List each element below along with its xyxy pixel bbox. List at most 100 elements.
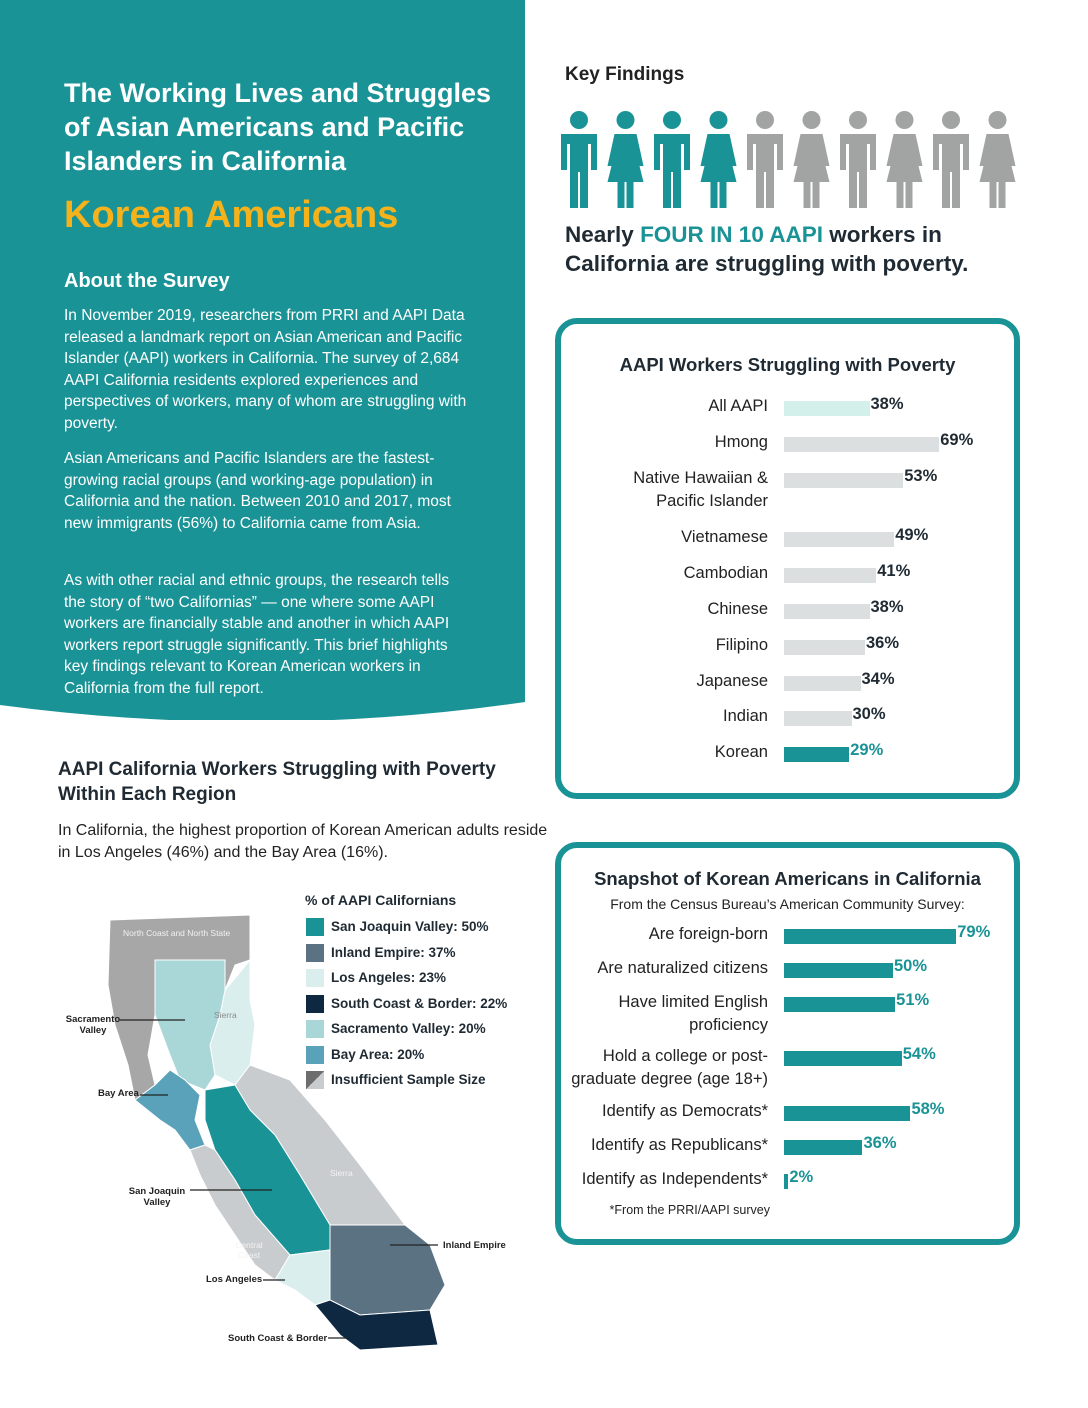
snapshot-chart-value: 79% [957,923,991,941]
legend-swatch [306,943,324,962]
map-legend-title: % of AAPI Californians [305,892,457,908]
snapshot-chart-label: Hold a college or post- graduate degree … [571,1047,768,1088]
poverty-chart-bar [784,568,877,583]
map-label-inland-empire: Inland Empire [443,1240,506,1251]
about-paragraph-1: In November 2019, researchers from PRRI … [64,307,467,432]
regions-heading: AAPI California Workers Struggling with … [58,759,496,805]
poverty-chart-value: 30% [852,705,886,723]
snapshot-chart-bar [784,1051,902,1066]
snapshot-chart-label: Have limited English proficiency [618,993,768,1034]
poverty-chart-bar [784,401,870,416]
poverty-chart-bar [784,747,850,762]
snapshot-chart-subtitle: From the Census Bureau’s American Commun… [610,896,965,912]
poverty-chart-label: Vietnamese [681,528,768,546]
california-region-map [107,914,446,1351]
legend-label: San Joaquin Valley: 50% [331,919,489,934]
snapshot-chart-bar [784,1174,789,1189]
poverty-chart-value: 38% [870,598,904,616]
key-findings-text-after: workers in California are struggling wit… [565,222,969,276]
male-person-icon [561,111,597,208]
legend-swatch [306,969,324,987]
poverty-chart-label: All AAPI [708,397,768,415]
legend-swatch [306,1045,324,1064]
snapshot-chart-bar [784,1140,863,1155]
poverty-chart-label: Filipino [715,636,768,654]
poverty-chart-bar [784,711,852,726]
legend-label: Inland Empire: 37% [331,944,456,960]
snapshot-chart-value: 54% [902,1045,936,1063]
poverty-chart-bar [784,437,940,452]
female-person-icon [700,111,737,208]
poverty-chart-bar [784,676,861,691]
page-title: The Working Lives and Struggles of Asian… [64,78,492,176]
legend-label: Insufficient Sample Size [331,1072,486,1087]
regions-description: In California, the highest proportion of… [58,822,548,861]
about-heading: About the Survey [64,270,230,292]
poverty-chart-bar [784,640,865,655]
snapshot-chart-title: Snapshot of Korean Americans in Californ… [594,868,981,889]
about-paragraph-3: As with other racial and ethnic groups, … [64,572,450,697]
key-findings-text-before: Nearly [565,222,641,247]
snapshot-chart-label: Are foreign-born [648,925,768,943]
male-person-icon [933,111,969,208]
poverty-chart-label: Korean [714,743,768,761]
map-label-bay-area: Bay Area [98,1088,139,1099]
snapshot-chart-label: Identify as Democrats* [602,1102,768,1120]
snapshot-chart-label: Identify as Independents* [581,1170,768,1188]
map-region-inland-empire [329,1224,446,1316]
snapshot-chart-bar [784,929,957,944]
poverty-chart-label: Japanese [696,672,768,690]
map-label-north-coast: North Coast and North State [123,928,231,938]
poverty-chart-label: Cambodian [683,564,768,582]
poverty-chart-bar [784,532,895,547]
poverty-chart-bar [784,604,870,619]
poverty-chart-value: 29% [850,741,884,759]
snapshot-chart-value: 50% [894,957,928,975]
poverty-chart-label: Indian [723,707,768,725]
header-panel-background [0,0,525,720]
legend-swatch [306,918,324,936]
map-label-san-joaquin: San Joaquin Valley [128,1186,186,1208]
legend-label: Sacramento Valley: 20% [331,1021,486,1036]
map-leader-lines [120,1019,438,1339]
poverty-chart-label: Chinese [707,600,768,618]
female-person-icon [886,111,923,208]
female-person-icon [607,111,644,208]
legend-swatch [306,1071,324,1089]
legend-swatch [306,994,324,1013]
key-findings-highlight: FOUR IN 10 AAPI [640,222,824,247]
poverty-chart-value: 34% [861,670,895,688]
map-label-los-angeles: Los Angeles [206,1274,263,1285]
poverty-chart-value: 53% [904,467,938,485]
snapshot-chart-value: 58% [911,1100,945,1118]
poverty-chart-bar [784,473,904,488]
legend-swatch [306,1020,324,1038]
snapshot-chart-bar [784,997,896,1012]
poverty-chart-label: Hmong [714,433,768,451]
poverty-chart-value: 41% [877,562,911,580]
legend-label: Bay Area: 20% [331,1046,425,1062]
poverty-chart-value: 69% [940,431,974,449]
legend-label: Los Angeles: 23% [331,970,447,985]
snapshot-chart-label: Are naturalized citizens [597,959,768,977]
key-findings-heading: Key Findings [565,64,685,85]
snapshot-chart-label: Identify as Republicans* [590,1136,768,1154]
map-label-south-coast: South Coast & Border [228,1333,328,1344]
people-icon-row [561,111,1016,208]
snapshot-chart-bar [784,963,893,978]
map-label-sierra-south: Sierra [330,1168,353,1178]
male-person-icon [747,111,783,208]
map-label-central-coast: Central Coast [235,1240,263,1260]
female-person-icon [979,111,1016,208]
page-subtitle: Korean Americans [64,194,399,236]
snapshot-chart-card: Snapshot of Korean Americans in Californ… [555,842,1020,1245]
female-person-icon [793,111,830,208]
about-paragraph-2: Asian Americans and Pacific Islanders ar… [64,450,451,532]
legend-label: South Coast & Border: 22% [331,995,508,1011]
poverty-chart-title: AAPI Workers Struggling with Poverty [619,354,956,375]
map-label-sierra-north: Sierra [214,1010,237,1020]
poverty-chart-value: 36% [866,634,900,652]
poverty-chart-card: AAPI Workers Struggling with Poverty All… [555,318,1020,799]
male-person-icon [654,111,690,208]
snapshot-footnote: *From the PRRI/AAPI survey [609,1203,770,1217]
